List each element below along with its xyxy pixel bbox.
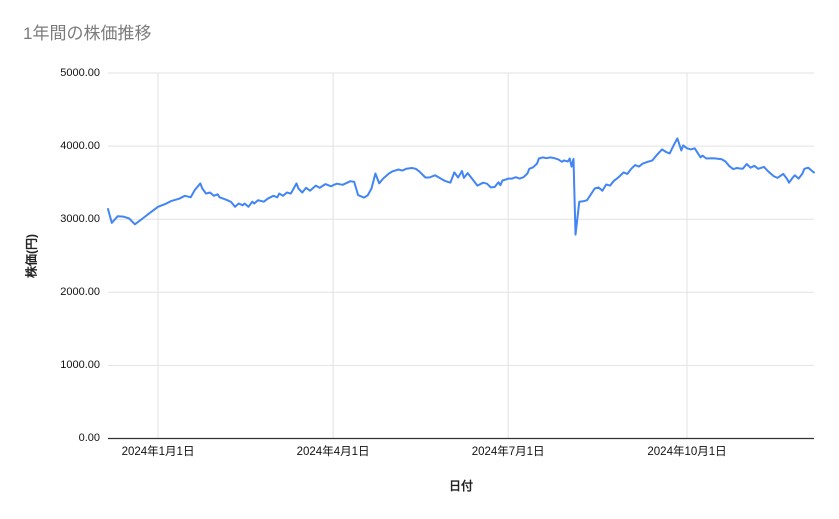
x-tick-label: 2024年7月1日 (471, 446, 545, 458)
y-tick-label: 4000.00 (60, 139, 100, 152)
x-tick-label: 2024年4月1日 (296, 446, 370, 458)
y-tick-label: 5000.00 (60, 66, 100, 79)
stock-price-series-line[interactable] (107, 137, 815, 236)
y-axis-title: 株価(円) (24, 234, 39, 278)
x-tick-label: 2024年10月1日 (647, 446, 727, 458)
y-tick-label: 3000.00 (60, 212, 100, 225)
x-tick-label: 2024年1月1日 (121, 446, 195, 458)
y-tick-label: 2000.00 (60, 285, 100, 298)
x-axis-title: 日付 (448, 479, 474, 493)
y-tick-label: 1000.00 (60, 358, 100, 371)
y-tick-label: 0.00 (78, 432, 100, 444)
chart-title: 1年間の株価推移 (23, 24, 152, 43)
